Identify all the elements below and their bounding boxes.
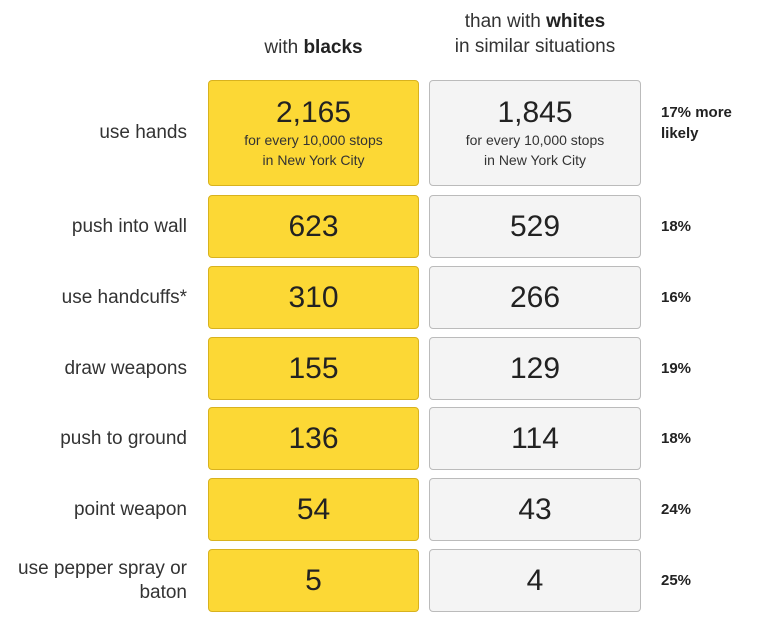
count: 5 [305,563,322,597]
header-white: than with whites in similar situations [429,9,641,59]
note: in New York City [484,152,586,168]
row-label: use hands [99,122,187,143]
black-box: 2,165 for every 10,000 stops in New York C… [208,80,419,186]
row-label: use pepper spray or baton [18,557,187,603]
difference: 19% [661,360,692,377]
row-label: draw weapons [64,357,187,379]
header-text: than with [464,11,541,32]
header-black: with blacks [208,35,419,60]
difference: 18% [661,430,692,447]
row-label: push into wall [71,215,187,237]
white-box: 529 [429,195,641,258]
white-box: 114 [429,407,641,470]
row-label: point weapon [73,498,187,520]
difference: 25% [661,572,692,589]
header-bold: blacks [303,37,363,58]
white-box: 1,845 for every 10,000 stops in New York C… [429,80,641,186]
black-box: 54 [208,478,419,541]
note: in New York City [262,152,365,168]
count: 1,845 [497,96,573,129]
black-box: 5 [208,549,419,612]
header-text: in similar situations [454,36,616,57]
white-box: 129 [429,337,641,400]
white-box: 43 [429,478,641,541]
difference: 16% [661,289,692,306]
count: 129 [509,351,561,385]
count: 114 [511,421,559,455]
white-box: 4 [429,549,641,612]
row-label: use handcuffs* [61,286,187,308]
row-label: push to ground [60,427,187,449]
count: 529 [509,209,561,243]
black-box: 310 [208,266,419,329]
count: 136 [288,421,339,455]
white-box: 266 [429,266,641,329]
count: 623 [288,209,339,243]
note: for every 10,000 stops [244,132,383,148]
black-box: 155 [208,337,419,400]
count: 310 [288,280,339,314]
black-box: 136 [208,407,419,470]
difference: 18% [661,218,692,235]
count: 2,165 [275,96,352,129]
header-text: with [264,37,299,58]
difference: 24% [661,501,692,518]
black-box: 623 [208,195,419,258]
count: 266 [509,280,561,314]
count: 54 [296,492,331,526]
count: 43 [518,492,552,526]
difference: 17% more likely [661,104,732,142]
count: 4 [526,563,544,597]
header-bold: whites [546,11,606,32]
count: 155 [288,351,339,385]
note: for every 10,000 stops [465,132,605,148]
